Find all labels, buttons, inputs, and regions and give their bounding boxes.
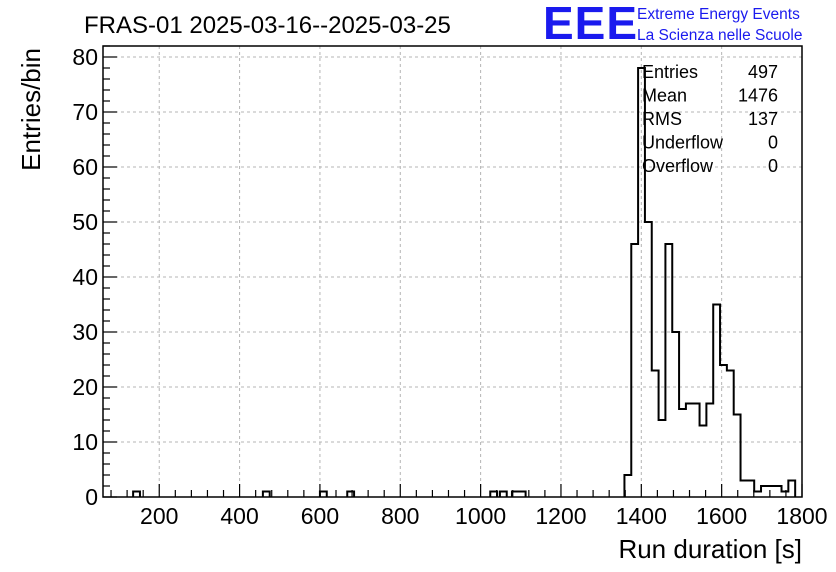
stat-label: Overflow	[642, 156, 714, 176]
stat-label: Mean	[642, 86, 687, 106]
plot-frame	[102, 45, 803, 498]
y-tick-label: 40	[72, 264, 98, 290]
stat-value: 1476	[738, 86, 778, 106]
y-tick-label: 60	[72, 154, 98, 180]
grid-lines	[103, 46, 802, 497]
axis-ticks: 200 400 600 800 1000 1200 1400 1600 180001020304…	[72, 44, 827, 529]
x-tick-label: 800	[381, 503, 419, 529]
y-tick-label: 20	[72, 374, 98, 400]
logo-line-2: La Scienza nelle Scuole	[637, 27, 802, 44]
stat-value: 137	[748, 109, 778, 129]
y-axis-title: Entries/bin	[16, 48, 46, 171]
eee-logo-mark: EEE	[543, 0, 638, 49]
x-tick-label: 1600	[696, 503, 747, 529]
y-tick-label: 70	[72, 99, 98, 125]
x-tick-label: 600	[301, 503, 339, 529]
statistics-box: Entries 497 Mean 1476 RMS 137 Underflow 0 Overfl…	[642, 62, 778, 176]
stat-label: Entries	[642, 62, 698, 82]
chart-title: FRAS-01 2025-03-16--2025-03-25	[84, 12, 451, 39]
x-tick-label: 1000	[455, 503, 506, 529]
x-tick-label: 200	[140, 503, 178, 529]
histogram-step-outline	[346, 490, 356, 497]
histogram-step-outline	[623, 67, 797, 497]
y-tick-label: 0	[85, 484, 98, 510]
stat-value: 0	[768, 156, 778, 176]
histogram-step-outline	[510, 490, 527, 497]
histogram-step-outline	[261, 490, 271, 497]
y-tick-label: 10	[72, 429, 98, 455]
y-tick-label: 50	[72, 209, 98, 235]
histogram-step-outline	[132, 490, 141, 497]
stat-label: Underflow	[642, 133, 724, 153]
x-axis-title: Run duration [s]	[618, 534, 802, 564]
stat-value: 497	[748, 62, 778, 82]
y-tick-label: 30	[72, 319, 98, 345]
x-tick-label: 1400	[616, 503, 667, 529]
x-tick-label: 1200	[535, 503, 586, 529]
logo-line-1: Extreme Energy Events	[637, 6, 800, 23]
y-tick-label: 80	[72, 44, 98, 70]
eee-logo: EEE Extreme Energy Events La Scienza nel…	[543, 0, 802, 49]
stat-value: 0	[768, 133, 778, 153]
x-tick-label: 1800	[776, 503, 827, 529]
histogram-step-outline	[498, 490, 508, 497]
stat-label: RMS	[642, 109, 682, 129]
x-tick-label: 400	[220, 503, 258, 529]
